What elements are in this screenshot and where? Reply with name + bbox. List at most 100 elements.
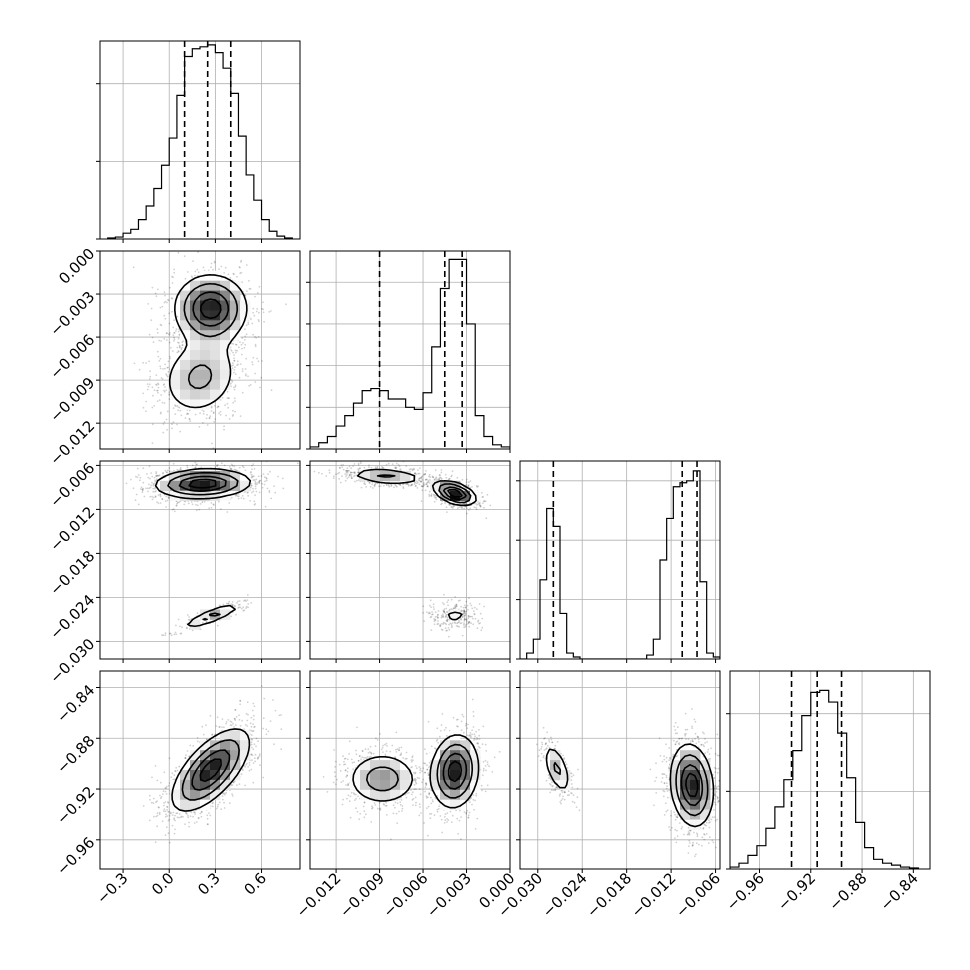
sample-point xyxy=(452,716,455,719)
sample-point xyxy=(443,593,445,596)
sample-point xyxy=(438,474,441,476)
density-cell xyxy=(210,379,221,390)
sample-point xyxy=(198,426,201,428)
sample-point xyxy=(413,483,416,486)
sample-point xyxy=(254,372,256,375)
sample-point xyxy=(386,484,388,486)
sample-point xyxy=(190,275,193,278)
sample-point xyxy=(434,619,437,622)
sample-point xyxy=(364,813,367,816)
sample-point xyxy=(152,496,155,499)
sample-point xyxy=(269,470,271,473)
sample-point xyxy=(571,786,574,789)
sample-point xyxy=(254,381,257,383)
sample-point xyxy=(410,789,412,791)
sample-point xyxy=(161,498,164,501)
sample-point xyxy=(374,466,377,468)
sample-point xyxy=(224,404,227,406)
sample-point xyxy=(446,812,449,814)
sample-point xyxy=(368,756,371,759)
sample-point xyxy=(221,397,224,399)
density-cell xyxy=(200,740,211,751)
sample-point xyxy=(676,755,678,757)
x-tick-label: −0.009 xyxy=(336,869,388,921)
sample-point xyxy=(555,786,557,789)
sample-point xyxy=(379,807,382,810)
sample-point xyxy=(206,817,209,820)
sample-point xyxy=(224,793,226,796)
sample-point xyxy=(356,726,358,729)
sample-point xyxy=(655,762,657,765)
sample-point xyxy=(268,491,271,494)
sample-point xyxy=(172,421,175,424)
sample-point xyxy=(678,743,681,746)
sample-point xyxy=(241,337,244,339)
sample-point xyxy=(150,319,153,322)
sample-point xyxy=(430,796,432,799)
scatter-panel-2-0 xyxy=(96,460,301,663)
sample-point xyxy=(145,410,147,413)
sample-point xyxy=(172,811,175,814)
histogram-panel-3 xyxy=(726,670,931,873)
sample-point xyxy=(174,770,177,773)
density-cell xyxy=(180,399,191,410)
sample-point xyxy=(443,603,445,606)
sample-point xyxy=(463,611,466,614)
sample-point xyxy=(442,621,445,624)
sample-point xyxy=(471,729,473,732)
sample-point xyxy=(243,609,246,612)
sample-point xyxy=(694,732,697,735)
sample-point xyxy=(422,605,425,608)
sample-point xyxy=(361,756,364,759)
sample-point xyxy=(157,391,159,394)
sample-point xyxy=(395,748,397,751)
x-tick-label: 0.0 xyxy=(148,869,178,899)
sample-point xyxy=(171,297,174,300)
density-cell xyxy=(450,789,461,801)
sample-point xyxy=(238,600,241,602)
sample-point xyxy=(212,801,215,804)
sample-point xyxy=(493,756,496,759)
sample-point xyxy=(427,796,429,799)
sample-point xyxy=(230,365,233,367)
sample-point xyxy=(570,772,573,775)
density-cell xyxy=(400,779,411,791)
sample-point xyxy=(482,495,485,498)
density-cell xyxy=(210,290,221,301)
sample-point xyxy=(467,622,470,625)
sample-point xyxy=(439,625,442,628)
sample-point xyxy=(154,490,156,493)
sample-point xyxy=(155,474,158,477)
sample-point xyxy=(254,494,256,497)
sample-point xyxy=(196,463,198,466)
sample-point xyxy=(411,483,414,486)
sample-point xyxy=(363,810,366,813)
sample-point xyxy=(703,833,705,835)
sample-point xyxy=(414,780,417,782)
sample-point xyxy=(450,506,453,508)
sample-point xyxy=(669,756,671,759)
sample-point xyxy=(180,468,182,471)
sample-point xyxy=(249,722,252,725)
sample-point xyxy=(446,821,448,823)
sample-point xyxy=(554,744,557,747)
sample-point xyxy=(249,384,252,386)
sample-point xyxy=(167,497,170,500)
sample-point xyxy=(176,816,179,819)
sample-point xyxy=(368,481,371,484)
sample-point xyxy=(445,726,447,729)
sample-point xyxy=(479,504,481,507)
sample-point xyxy=(567,790,570,793)
sample-point xyxy=(716,733,719,736)
sample-point xyxy=(477,745,480,748)
sample-point xyxy=(427,805,430,808)
sample-point xyxy=(713,776,716,779)
sample-point xyxy=(184,823,186,825)
sample-point xyxy=(236,602,238,604)
sample-point xyxy=(717,800,720,803)
sample-point xyxy=(244,343,247,346)
sample-point xyxy=(155,490,157,492)
sample-point xyxy=(246,594,249,596)
sample-point xyxy=(676,816,679,819)
sample-point xyxy=(328,471,331,474)
